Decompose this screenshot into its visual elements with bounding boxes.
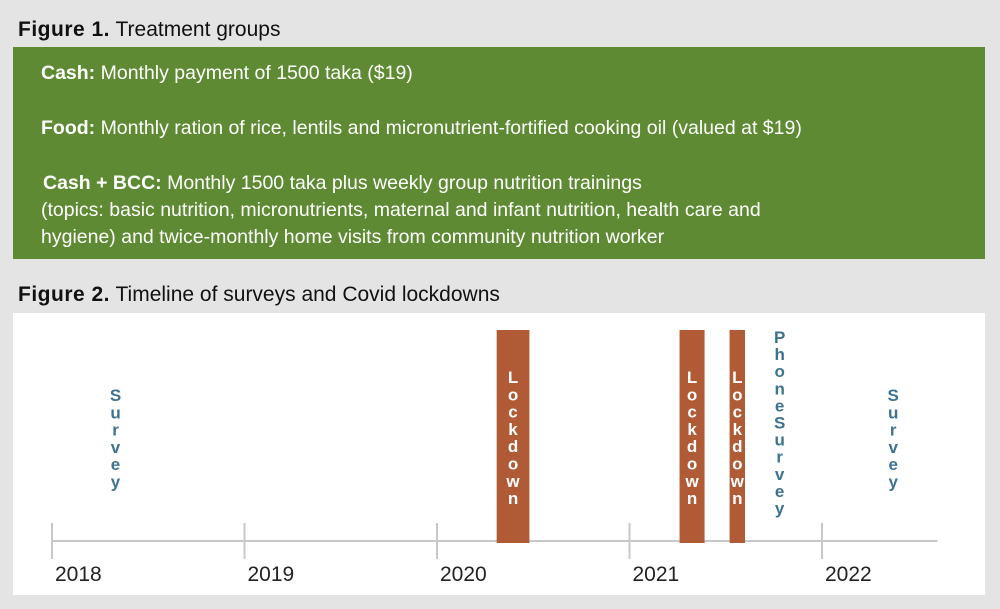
survey-label-5-char: r xyxy=(890,421,897,440)
figure-2-title: Figure 2. Timeline of surveys and Covid … xyxy=(18,282,500,308)
survey-label-0-char: e xyxy=(111,455,120,474)
timeline-chart: 2018 2019 2020 2021 2022SurveyLockdownLockdo… xyxy=(51,328,938,586)
lockdown-label-2-char: o xyxy=(687,455,697,474)
figure-2-caption: Timeline of surveys and Covid lockdowns xyxy=(115,283,500,306)
survey-label-0-char: v xyxy=(111,438,121,457)
survey-label-5-char: y xyxy=(888,473,898,492)
phone-survey-label-4-char: r xyxy=(776,448,783,467)
lockdown-bar-1 xyxy=(496,330,530,543)
cash-bcc-visits-line: hygiene) and twice-monthly home visits f… xyxy=(41,226,665,248)
lockdown-label-2-char: w xyxy=(684,472,699,491)
survey-label-5-char: e xyxy=(888,455,897,474)
phone-survey-label-4-char: o xyxy=(774,362,784,381)
cash-bcc-topics-line: (topics: basic nutrition, micronutrients… xyxy=(41,199,761,221)
lockdown-label-2-char: k xyxy=(687,420,697,439)
cash-description: Monthly payment of 1500 taka ($19) xyxy=(100,62,413,84)
lockdown-label-1-char: L xyxy=(508,368,518,387)
lockdown-label-1-char: c xyxy=(508,403,517,422)
survey-label-0-char: y xyxy=(111,473,121,492)
year-label-2018: 2018 xyxy=(55,563,102,586)
lockdown-bar-3 xyxy=(729,330,745,543)
figure-1-title: Figure 1. Treatment groups xyxy=(18,17,280,43)
phone-survey-label-4-char: e xyxy=(775,482,784,501)
phone-survey-label-4-char: h xyxy=(774,345,784,364)
year-label-2022: 2022 xyxy=(825,563,872,586)
lockdown-label-3-char: n xyxy=(732,489,742,508)
lockdown-label-3-char: c xyxy=(733,403,742,422)
cash-bcc-description: Monthly 1500 taka plus weekly group nutr… xyxy=(167,172,642,194)
lockdown-label-1-char: d xyxy=(508,437,518,456)
survey-label-5-char: u xyxy=(888,403,898,422)
survey-label-5-char: v xyxy=(888,438,898,457)
cash-bcc-label: Cash + BCC: xyxy=(43,172,162,194)
lockdown-label-2-char: L xyxy=(687,368,697,387)
survey-label-0-char: u xyxy=(110,403,120,422)
lockdown-label-2-char: d xyxy=(687,437,697,456)
figure-1-label: Figure 1. xyxy=(18,18,111,41)
lockdown-label-1-char: n xyxy=(508,489,518,508)
lockdown-label-2-char: o xyxy=(687,385,697,404)
phone-survey-label-4-char: P xyxy=(774,328,785,347)
lockdown-label-1-char: w xyxy=(505,472,520,491)
phone-survey-label-4-char: v xyxy=(775,465,785,484)
lockdown-label-1-char: k xyxy=(508,420,518,439)
survey-label-0-char: S xyxy=(110,386,121,405)
food-description: Monthly ration of rice, lentils and micr… xyxy=(100,117,802,139)
food-label: Food: xyxy=(41,117,96,139)
survey-label-5-char: S xyxy=(888,386,899,405)
phone-survey-label-4-char: S xyxy=(774,414,785,433)
year-label-2019: 2019 xyxy=(248,563,295,586)
treatment-groups-box: Cash: Monthly payment of 1500 taka ($19)… xyxy=(13,47,985,259)
lockdown-label-2-char: n xyxy=(687,489,697,508)
survey-label-0-char: r xyxy=(112,421,119,440)
figure-2-label: Figure 2. xyxy=(18,283,111,306)
lockdown-label-2-char: c xyxy=(687,403,696,422)
lockdown-label-3-char: L xyxy=(732,368,742,387)
lockdown-label-3-char: w xyxy=(730,472,745,491)
phone-survey-label-4-char: u xyxy=(774,431,784,450)
lockdown-bar-2 xyxy=(679,330,705,543)
phone-survey-label-4-char: e xyxy=(775,396,784,415)
cash-label: Cash: xyxy=(41,62,96,84)
lockdown-label-3-char: o xyxy=(732,385,742,404)
lockdown-label-3-char: d xyxy=(732,437,742,456)
cash-row: Cash: Monthly payment of 1500 taka ($19) xyxy=(41,60,413,87)
year-label-2021: 2021 xyxy=(633,563,680,586)
lockdown-label-3-char: o xyxy=(732,455,742,474)
lockdown-label-3-char: k xyxy=(733,420,743,439)
lockdown-label-1-char: o xyxy=(508,385,518,404)
year-label-2020: 2020 xyxy=(440,563,487,586)
cash-bcc-row: Cash + BCC: Monthly 1500 taka plus weekl… xyxy=(43,170,642,197)
food-row: Food: Monthly ration of rice, lentils an… xyxy=(41,115,802,142)
figure-1-caption: Treatment groups xyxy=(115,18,281,41)
phone-survey-label-4-char: n xyxy=(774,379,784,398)
phone-survey-label-4-char: y xyxy=(775,499,785,518)
lockdown-label-1-char: o xyxy=(508,455,518,474)
